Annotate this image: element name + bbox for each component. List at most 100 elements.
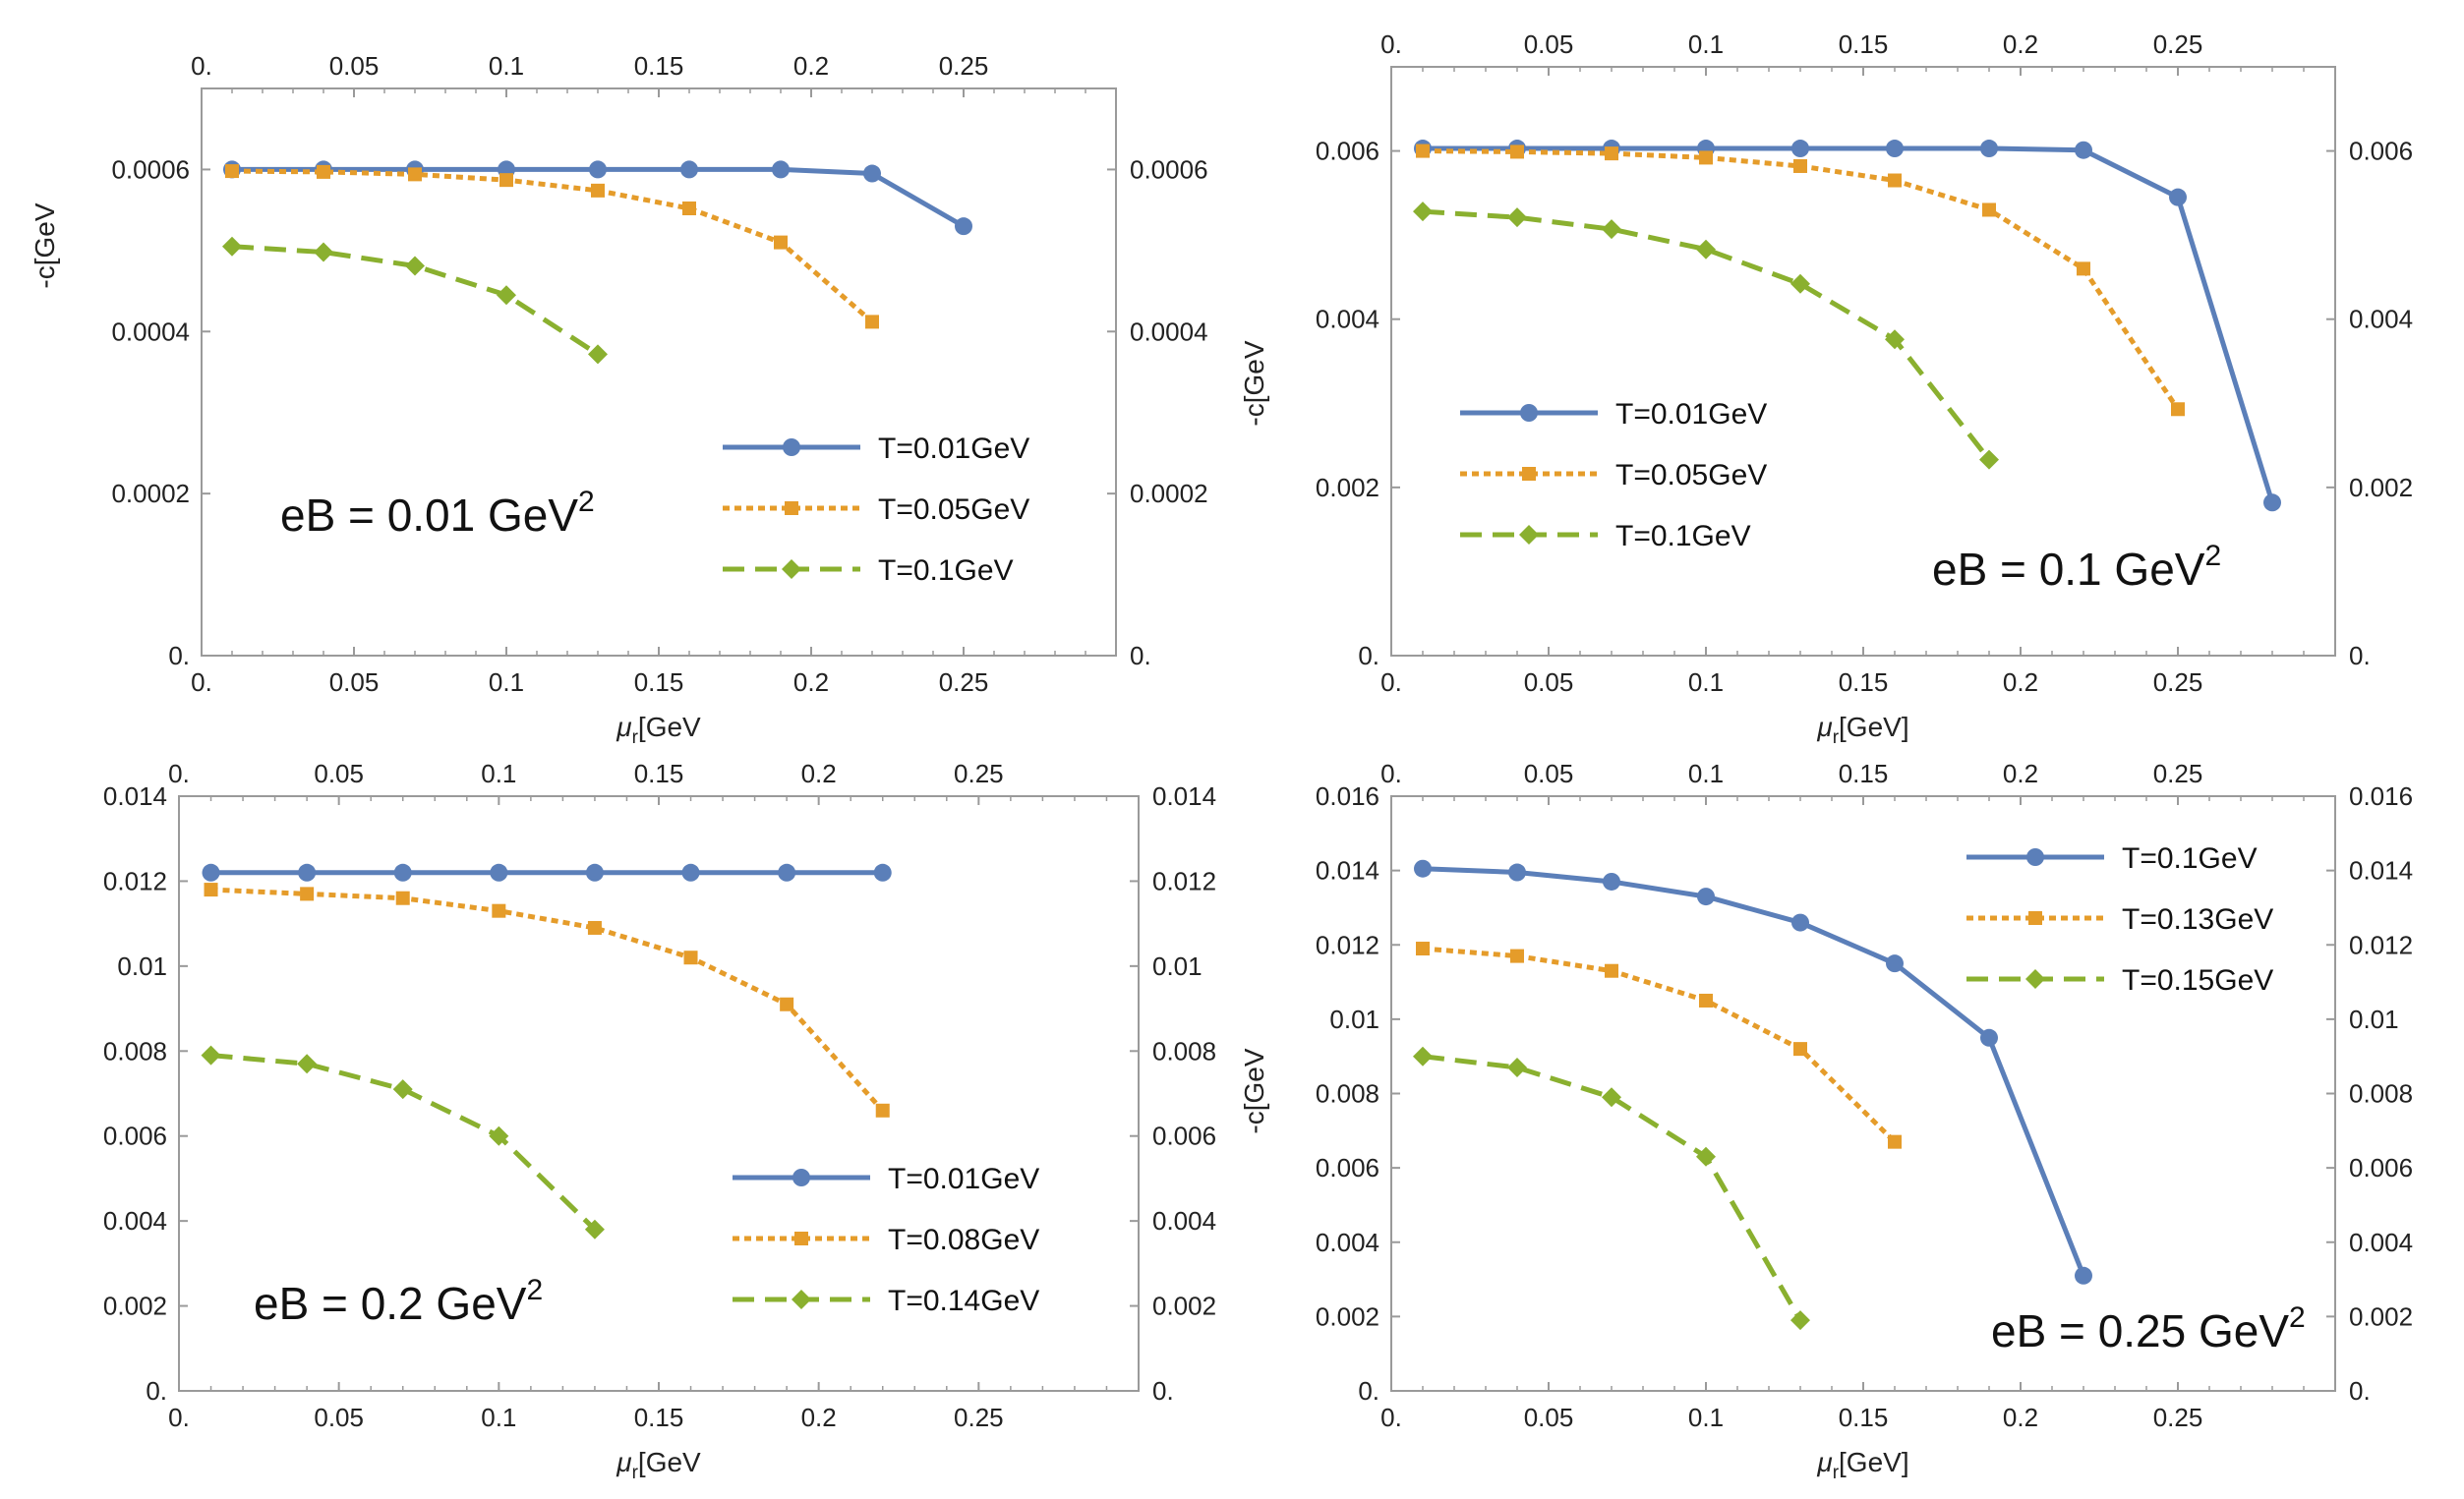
data-point — [393, 863, 412, 882]
x-tick-label: 0. — [168, 1403, 190, 1432]
legend-label: T=0.1GeV — [878, 554, 1014, 587]
data-point — [1886, 140, 1904, 158]
data-point — [1696, 239, 1716, 259]
x-tick-label-top: 0. — [191, 51, 212, 81]
data-point — [1699, 150, 1713, 165]
y-tick-label: 0. — [1358, 641, 1379, 670]
annotation-superscript: 2 — [578, 486, 595, 518]
data-point — [1886, 954, 1904, 973]
legend-entry: T=0.13GeV — [1966, 903, 2273, 936]
data-point — [1790, 273, 1810, 294]
y-tick-label-right: 0.002 — [2349, 1301, 2413, 1331]
data-point — [1885, 329, 1905, 350]
legend-swatch-marker — [1520, 404, 1538, 422]
x-tick-label: 0.2 — [2003, 667, 2038, 697]
x-tick-label: 0.25 — [954, 1403, 1004, 1432]
series-line — [1423, 145, 2275, 503]
data-point — [317, 164, 330, 179]
x-tick-label-top: 0.05 — [1524, 759, 1574, 788]
data-point — [202, 863, 220, 882]
x-axis-label-sub: r — [632, 1463, 639, 1483]
y-tick-label: 0.012 — [103, 866, 167, 895]
series-3 — [201, 1045, 605, 1240]
data-point — [1791, 140, 1809, 158]
x-axis-label-unit: [GeV] — [1839, 1447, 1909, 1477]
y-tick-label: 0.002 — [103, 1292, 167, 1321]
data-point — [492, 903, 506, 918]
x-tick-label: 0.2 — [801, 1403, 837, 1432]
panel-annotation: eB = 0.1 GeV2 — [1932, 540, 2221, 595]
x-tick-label: 0.1 — [1688, 1403, 1724, 1432]
data-point — [1696, 1146, 1716, 1167]
x-tick-label: 0.05 — [1524, 667, 1574, 697]
x-tick-label: 0.25 — [2153, 667, 2203, 697]
data-point — [2077, 261, 2090, 276]
series-1 — [1414, 859, 2092, 1285]
data-point — [1602, 219, 1621, 240]
data-point — [1507, 207, 1527, 228]
y-tick-label-right: 0. — [1130, 641, 1151, 670]
y-tick-label-right: 0.002 — [1152, 1292, 1216, 1321]
data-point — [201, 1045, 221, 1066]
y-tick-label-right: 0.006 — [2349, 1153, 2413, 1182]
x-tick-label-top: 0.25 — [2153, 759, 2203, 788]
legend-swatch-marker — [792, 1169, 810, 1186]
series-2 — [204, 883, 890, 1118]
y-axis-label: -c[GeV — [29, 202, 60, 288]
data-point — [1980, 140, 1998, 158]
data-point — [589, 160, 607, 179]
data-point — [681, 863, 700, 882]
legend-swatch-marker — [2026, 848, 2044, 866]
x-axis-label-unit: [GeV] — [1839, 712, 1909, 742]
y-tick-label: 0. — [1358, 1376, 1379, 1406]
annotation-superscript: 2 — [2204, 540, 2221, 572]
legend-label: T=0.14GeV — [888, 1285, 1039, 1317]
data-point — [682, 201, 696, 215]
legend-label: T=0.01GeV — [878, 432, 1029, 465]
data-point — [1979, 449, 1999, 470]
legend-label: T=0.01GeV — [1615, 398, 1767, 431]
data-point — [1510, 949, 1524, 963]
legend-entry: T=0.1GeV — [1966, 842, 2258, 875]
y-tick-label-right: 0.0002 — [1130, 479, 1208, 508]
x-axis-label-sub: r — [1833, 727, 1840, 748]
x-tick-label-top: 0.2 — [2003, 759, 2038, 788]
legend-entry: T=0.14GeV — [733, 1285, 1039, 1317]
series-line — [1422, 1054, 1803, 1322]
legend-swatch-marker — [2025, 969, 2045, 989]
x-axis-label-unit: [GeV — [638, 712, 701, 742]
y-tick-label-right: 0.004 — [1152, 1206, 1216, 1236]
data-point — [300, 887, 315, 901]
legend-label: T=0.1GeV — [2122, 842, 2258, 875]
legend-swatch-marker — [2028, 911, 2042, 925]
panel-annotation: eB = 0.01 GeV2 — [280, 486, 595, 541]
y-tick-label: 0.006 — [1316, 1153, 1379, 1182]
x-tick-label: 0.1 — [481, 1403, 516, 1432]
data-point — [587, 920, 602, 935]
legend-swatch-marker — [785, 501, 798, 515]
x-tick-label: 0.15 — [1839, 1403, 1889, 1432]
legend-label: T=0.15GeV — [2122, 964, 2273, 997]
data-point — [395, 891, 410, 905]
x-tick-label-top: 0.15 — [1839, 759, 1889, 788]
x-tick-label-top: 0.25 — [954, 759, 1004, 788]
data-point — [1413, 202, 1433, 222]
data-point — [778, 863, 796, 882]
annotation-superscript: 2 — [526, 1274, 543, 1306]
data-point — [1980, 1028, 1998, 1047]
y-tick-label: 0.0002 — [111, 479, 190, 508]
legend-swatch-marker — [1519, 525, 1539, 545]
series-2 — [225, 164, 879, 329]
data-point — [588, 344, 608, 365]
y-tick-label-right: 0.008 — [2349, 1079, 2413, 1109]
data-point — [1699, 993, 1713, 1008]
x-tick-label-top: 0.25 — [939, 51, 989, 81]
x-tick-label: 0.15 — [634, 667, 684, 697]
y-tick-label: 0.008 — [1316, 1079, 1379, 1109]
data-point — [955, 217, 972, 236]
data-point — [584, 1219, 605, 1240]
data-point — [408, 167, 422, 182]
data-point — [1605, 146, 1618, 161]
y-tick-label: 0.016 — [1316, 781, 1379, 811]
legend-label: T=0.13GeV — [2122, 903, 2273, 936]
